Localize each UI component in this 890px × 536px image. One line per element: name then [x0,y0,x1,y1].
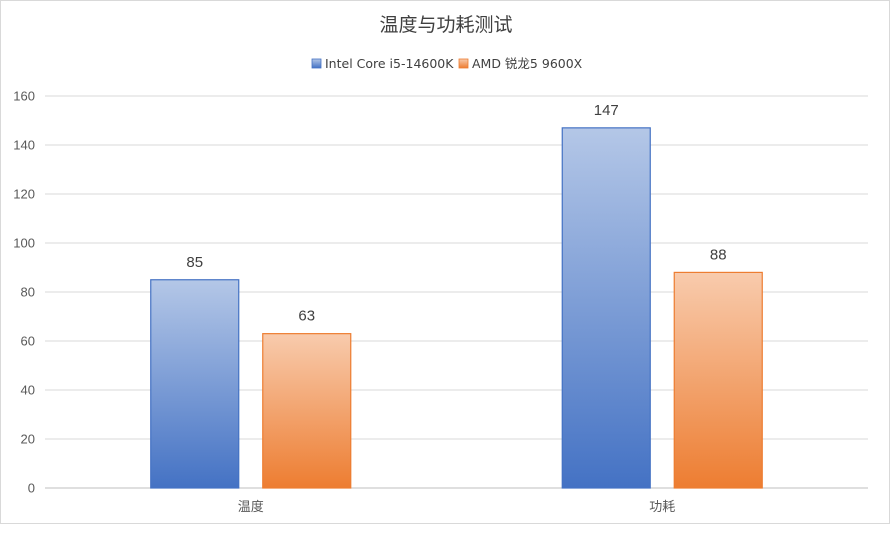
data-label: 147 [594,102,619,119]
legend: Intel Core i5-14600K AMD 锐龙5 9600X [311,56,583,71]
y-tick-label: 20 [21,432,35,447]
y-tick-label: 40 [21,383,35,398]
bars [150,127,763,489]
x-axis-categories: 温度 功耗 [238,499,676,515]
y-axis-ticks: 0 20 40 60 80 100 120 140 160 [13,89,35,496]
chart-frame: 温度与功耗测试 Intel Core i5-14600K AMD 锐龙5 960… [0,0,890,524]
data-labels: 85 63 147 88 [186,102,726,325]
y-tick-label: 160 [13,89,35,104]
y-tick-label: 100 [13,236,35,251]
bar-amd-1 [673,271,763,489]
bar-intel-1 [561,127,651,489]
y-tick-label: 120 [13,187,35,202]
legend-swatch-intel [311,58,322,69]
category-label: 功耗 [649,500,675,515]
data-label: 63 [298,308,315,325]
legend-label-intel: Intel Core i5-14600K [325,56,454,71]
bar-amd-0 [262,333,352,489]
legend-swatch-amd [458,58,469,69]
data-label: 88 [710,246,727,263]
data-label: 85 [186,254,203,271]
y-tick-label: 60 [21,334,35,349]
y-tick-label: 140 [13,138,35,153]
chart-title: 温度与功耗测试 [379,14,512,36]
y-tick-label: 80 [21,285,35,300]
category-label: 温度 [238,499,264,515]
legend-label-amd: AMD 锐龙5 9600X [472,56,583,71]
bar-intel-0 [150,279,240,489]
y-tick-label: 0 [28,481,35,496]
